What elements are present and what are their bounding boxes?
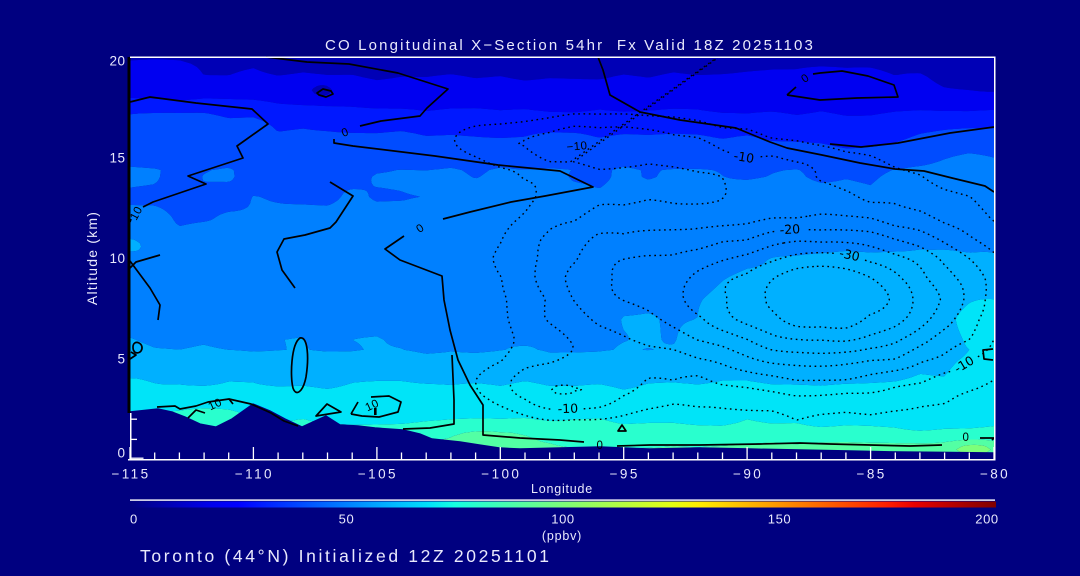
svg-text:−80: −80: [980, 467, 1010, 482]
svg-text:0: 0: [963, 432, 970, 444]
svg-text:Longitude: Longitude: [531, 482, 593, 496]
svg-text:0: 0: [130, 512, 138, 527]
svg-text:Altitude (km): Altitude (km): [84, 211, 100, 305]
svg-text:15: 15: [109, 150, 125, 165]
svg-text:−105: −105: [358, 467, 398, 482]
svg-text:0: 0: [597, 440, 604, 452]
svg-text:0: 0: [117, 446, 125, 461]
svg-text:10: 10: [128, 205, 145, 223]
svg-text:−95: −95: [610, 467, 640, 482]
svg-text:−110: −110: [235, 467, 274, 482]
svg-text:−100: −100: [481, 467, 521, 482]
svg-text:Toronto (44°N) Initialized 12Z: Toronto (44°N) Initialized 12Z 20251101: [140, 546, 552, 566]
svg-text:0: 0: [340, 126, 351, 140]
svg-text:10: 10: [109, 251, 125, 266]
svg-text:20: 20: [109, 54, 125, 69]
svg-text:50: 50: [339, 512, 355, 527]
svg-text:200: 200: [975, 512, 999, 527]
svg-text:−85: −85: [857, 467, 887, 482]
svg-text:100: 100: [551, 512, 575, 527]
svg-text:−115: −115: [111, 467, 150, 482]
svg-text:−10: −10: [566, 140, 588, 154]
svg-text:0: 0: [414, 222, 427, 236]
svg-text:10: 10: [207, 397, 225, 414]
svg-text:(ppbv): (ppbv): [542, 529, 582, 543]
svg-text:CO Longitudinal X−Section 54hr: CO Longitudinal X−Section 54hr Fx Valid …: [325, 37, 815, 54]
svg-text:0: 0: [799, 72, 812, 86]
svg-text:5: 5: [117, 352, 125, 367]
svg-text:150: 150: [768, 512, 792, 527]
svg-text:10: 10: [364, 398, 382, 415]
svg-text:−90: −90: [733, 467, 763, 482]
